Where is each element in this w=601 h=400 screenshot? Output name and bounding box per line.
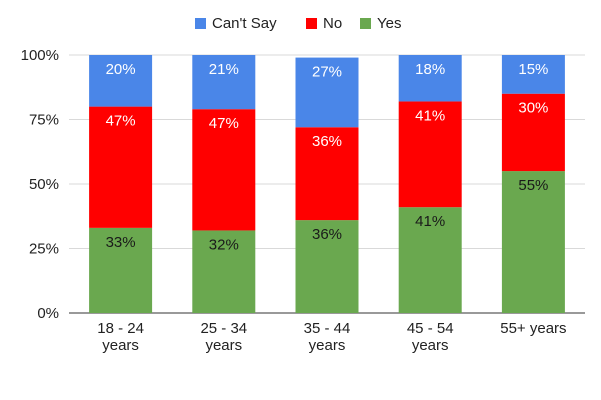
data-label-no-2: 47% [209, 115, 239, 132]
bar-no-4 [398, 101, 462, 208]
bar-yes-2 [192, 230, 256, 313]
bar-can-t-say-5 [501, 55, 565, 94]
data-label-yes-1: 33% [106, 234, 136, 251]
legend-label-no: No [323, 15, 342, 32]
bar-yes-3 [295, 220, 359, 313]
data-label-can-t-say-4: 18% [415, 61, 445, 78]
legend-label-yes: Yes [377, 15, 401, 32]
y-tick-label: 75% [29, 112, 59, 129]
y-axis: 0% 25% 50% 75% 100% [21, 47, 59, 322]
data-label-no-3: 36% [312, 133, 342, 150]
data-label-yes-3: 36% [312, 226, 342, 243]
y-tick-label: 50% [29, 176, 59, 193]
bar-no-5 [501, 93, 565, 172]
legend-swatch-no [306, 18, 317, 29]
data-label-can-t-say-2: 21% [209, 61, 239, 78]
data-label-no-4: 41% [415, 107, 445, 124]
y-tick-label: 25% [29, 241, 59, 258]
bar-can-t-say-2 [192, 55, 256, 110]
bar-no-3 [295, 127, 359, 221]
x-tick-label: 18 - 24 years [97, 320, 144, 354]
bar-no-1 [89, 106, 153, 228]
data-label-no-1: 47% [106, 113, 136, 130]
data-label-can-t-say-5: 15% [518, 61, 548, 78]
data-label-yes-2: 32% [209, 236, 239, 253]
bar-can-t-say-1 [89, 55, 153, 107]
x-tick-label: 35 - 44 years [304, 320, 351, 354]
bar-no-2 [192, 109, 256, 231]
data-label-yes-4: 41% [415, 213, 445, 230]
bars: 33% 47% 20% 32% 47% 21% 36% 36% 27% 41% 41% 18% 55% 3… [89, 55, 565, 313]
bar-can-t-say-3 [295, 57, 359, 128]
y-tick-label: 0% [37, 305, 59, 322]
legend-swatch-yes [360, 18, 371, 29]
legend-swatch-can-t-say [195, 18, 206, 29]
bar-can-t-say-4 [398, 55, 462, 102]
data-label-can-t-say-1: 20% [106, 61, 136, 78]
y-tick-label: 100% [21, 47, 59, 64]
legend: Can't Say No Yes [195, 15, 401, 32]
data-label-no-5: 30% [518, 100, 548, 117]
bar-yes-1 [89, 227, 153, 313]
x-tick-label: 45 - 54 years [407, 320, 454, 354]
bar-yes-4 [398, 207, 462, 313]
x-tick-label: 25 - 34 years [200, 320, 247, 354]
legend-label-can-t-say: Can't Say [212, 15, 277, 32]
x-tick-label: 55+ years [500, 320, 566, 337]
x-axis: 18 - 24 years 25 - 34 years 35 - 44 years 45 -… [97, 320, 566, 354]
data-label-yes-5: 55% [518, 177, 548, 194]
bar-yes-5 [501, 171, 565, 313]
data-label-can-t-say-3: 27% [312, 64, 342, 81]
